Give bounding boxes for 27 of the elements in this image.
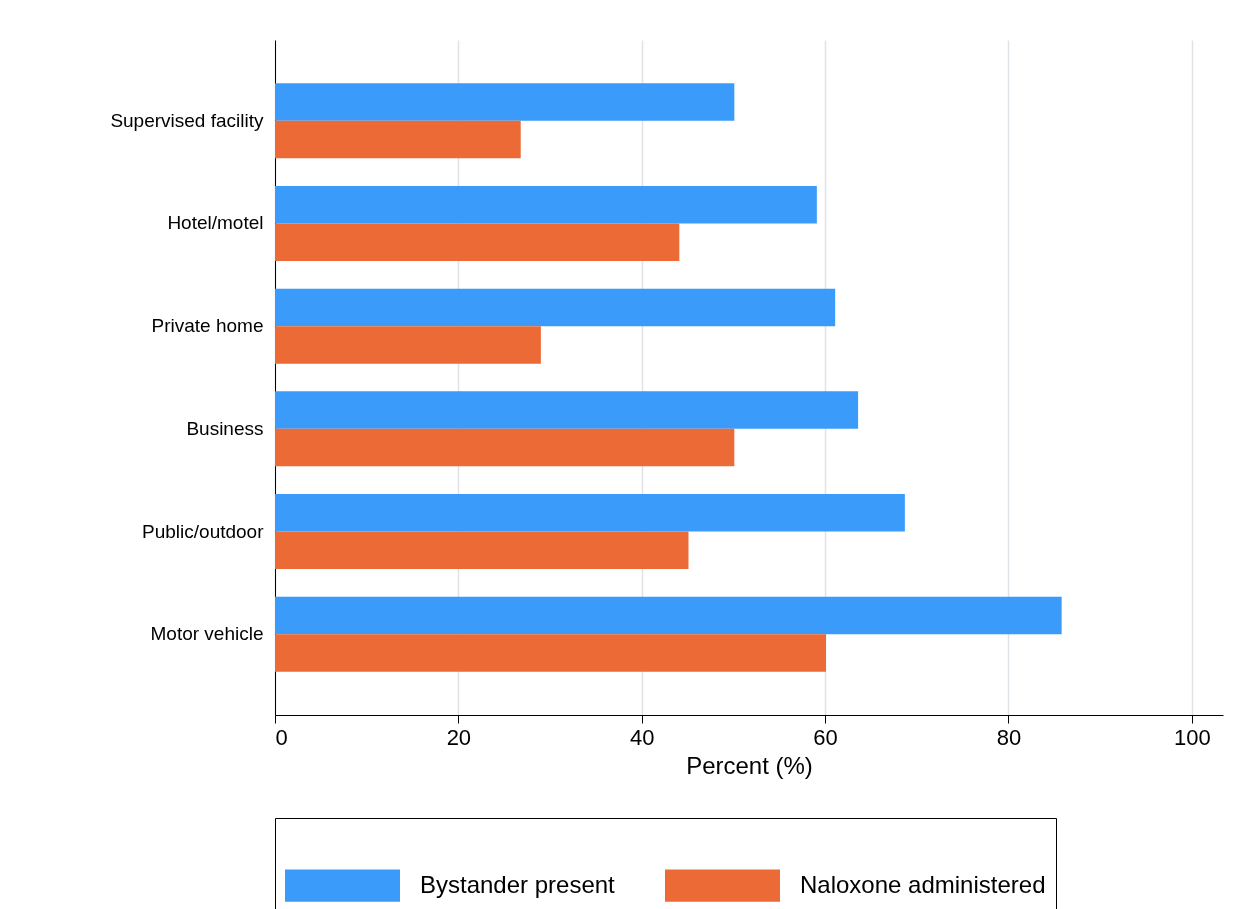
x-tick-label: 20 [446,724,472,750]
bar [275,185,817,224]
bar [275,288,836,327]
bar [275,634,827,672]
x-tick-label: 60 [813,724,838,750]
bar [275,596,1062,635]
y-tick-label: Supervised facility [110,109,264,131]
x-axis-title: Percent (%) [686,751,813,779]
y-tick-label: Hotel/motel [167,212,264,234]
bar [275,391,859,429]
bar [275,531,689,570]
y-tick-label: Private home [151,315,264,337]
x-tick-label: 40 [629,724,655,750]
legend-label: Bystander present [420,870,616,898]
bar [275,326,541,364]
y-tick-label: Public/outdoor [142,520,265,542]
legend-label: Naloxone administered [800,870,1046,898]
bar [275,494,905,532]
bar [275,223,680,261]
x-tick-label: 80 [996,724,1022,750]
bar [275,120,521,159]
bar [275,83,735,121]
bar [275,428,735,467]
y-tick-label: Motor vehicle [150,623,264,645]
x-tick-label: 0 [275,724,288,750]
y-tick-label: Business [186,417,264,439]
x-tick-label: 100 [1173,724,1211,750]
